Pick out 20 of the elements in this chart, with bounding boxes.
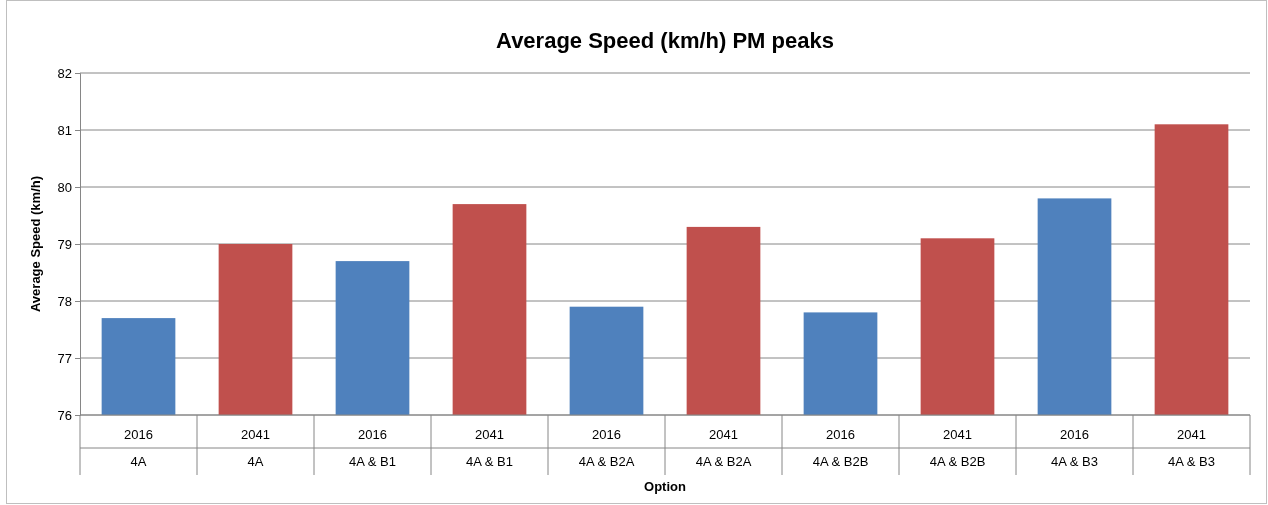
y-axis-title: Average Speed (km/h)	[28, 175, 43, 313]
x-tick-label: 2041 4A	[241, 427, 270, 469]
x-tick-label: 2016 4A & B2B	[812, 427, 869, 469]
y-tick-label: 77	[57, 350, 72, 366]
y-tick-label: 81	[57, 122, 72, 138]
x-tick-label: 2016 4A	[124, 427, 153, 469]
y-tick-label: 80	[57, 179, 72, 195]
x-tick-label: 2016 4A & B1	[349, 427, 396, 469]
y-tick-label: 76	[57, 407, 72, 423]
x-tick-label: 2016 4A & B3	[1051, 427, 1098, 469]
x-tick-label: 2041 4A & B2A	[695, 427, 752, 469]
y-tick-label: 78	[57, 293, 72, 309]
x-tick-label: 2016 4A & B2A	[578, 427, 635, 469]
x-axis-title: Option	[644, 479, 686, 494]
chart-title: Average Speed (km/h) PM peaks	[496, 28, 834, 53]
x-tick-label: 2041 4A & B1	[466, 427, 513, 469]
x-tick-label: 2041 4A & B2B	[929, 427, 986, 469]
y-tick-label: 82	[57, 65, 72, 81]
y-tick-label: 79	[57, 236, 72, 252]
x-tick-label: 2041 4A & B3	[1168, 427, 1215, 469]
